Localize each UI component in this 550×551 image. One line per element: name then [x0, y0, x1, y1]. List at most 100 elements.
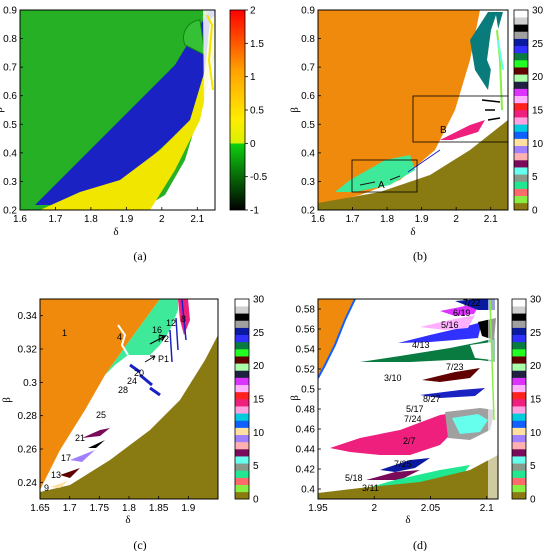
colorbar-swatch: [512, 377, 526, 386]
colorbar-swatch: [512, 406, 526, 414]
colorbar-swatch: [514, 181, 528, 189]
panel-b: A B 1.6 1.7 1.8 1.9 2 2.1 0.2 0.3 0.4 0.5 0.6 0.7 0.…: [289, 6, 544, 264]
annotation-12: 12: [166, 318, 176, 328]
xtick-label: 2.1: [484, 214, 498, 225]
ytick-label: 0.44: [296, 445, 316, 456]
cbtick-label: 20: [253, 361, 265, 372]
colorbar-swatch: [514, 202, 528, 211]
colorbar-swatch: [235, 456, 249, 464]
orange-region: [40, 299, 160, 490]
annotation-5-17: 5/17: [406, 404, 424, 414]
panel-d: 7/22 6/19 5/16 4/13 7/23 3/10 8/27 5/17 …: [289, 295, 542, 551]
colorbar-swatch: [235, 349, 249, 357]
cbtick-label: 15: [532, 106, 544, 117]
panel-b-caption: (b): [413, 249, 427, 263]
colorbar-swatch: [514, 31, 528, 39]
colorbar-frame: [513, 9, 529, 211]
colorbar-swatch: [514, 24, 528, 32]
annotation-17: 17: [61, 453, 71, 463]
ytick-label: 0.56: [296, 325, 316, 336]
panel-a-ticks: 1.6 1.7 1.8 1.9 2 2.1 0.2 0.3 0.4 0.5 0.6 0.7 0.8 0.9: [3, 6, 205, 226]
annotation-7-22: 7/22: [463, 298, 481, 308]
colorbar-swatch: [512, 413, 526, 421]
ytick-label: 0.28: [18, 411, 38, 422]
colorbar-swatch: [235, 449, 249, 457]
ytick-label: 0.2: [3, 206, 17, 217]
ytick-label: 0.34: [18, 311, 38, 322]
colorbar-swatch: [235, 434, 249, 443]
ytick-label: 0.5: [3, 120, 17, 131]
cbtick-label: -1: [250, 206, 259, 217]
colorbar-swatch: [235, 484, 249, 493]
cbtick-label: 10: [532, 139, 544, 150]
ytick-label: 0.3: [301, 177, 315, 188]
ytick-label: 0.54: [296, 345, 316, 356]
xtick-label: 2.05: [421, 503, 441, 514]
panel-d-ticks: 1.95 2 2.05 2.1 0.4 0.42 0.44 0.46 0.48 0.5 0.52 0.…: [296, 305, 495, 515]
colorbar-swatch: [512, 384, 526, 393]
ytick-label: 0.7: [301, 63, 315, 74]
colorbar-swatch: [512, 484, 526, 493]
cbtick-label: 20: [530, 361, 542, 372]
xtick-label: 1.9: [415, 214, 429, 225]
colorbar-swatch: [514, 60, 528, 68]
colorbar-swatch: [514, 160, 528, 168]
olive-region: [318, 120, 508, 210]
annotation-13: 13: [51, 470, 61, 480]
colorbar-swatch: [235, 320, 249, 328]
colorbar-swatch: [235, 427, 249, 436]
panel-a-ylabel: β: [0, 107, 5, 113]
colorbar-swatch: [235, 477, 249, 486]
colorbar-swatch: [512, 341, 526, 350]
xtick-label: 1.65: [30, 503, 50, 514]
colorbar-swatch: [514, 195, 528, 204]
panel-c-xlabel: δ: [125, 514, 130, 526]
ytick-label: 0.4: [301, 485, 315, 496]
cbtick-label: 30: [253, 295, 265, 306]
ytick-label: 0.48: [296, 405, 316, 416]
green-3-10: [360, 338, 495, 362]
zoom-box-b: [412, 95, 508, 143]
colorbar-swatch: [514, 131, 528, 139]
cbtick-label: 25: [253, 328, 265, 339]
cbtick-label: 30: [532, 6, 544, 17]
panel-d-map: [318, 299, 498, 499]
colorbar-swatch: [514, 117, 528, 125]
colorbar-swatch: [512, 356, 526, 364]
colorbar-c: 0 5 10 15 20 25 30: [234, 295, 265, 506]
pink-region: [440, 120, 485, 140]
colorbar-swatch: [514, 110, 528, 118]
xtick-label: 2.1: [190, 214, 204, 225]
panel-a-frame: [19, 9, 216, 211]
colorbar-swatch: [512, 399, 526, 407]
cbtick-label: 30: [530, 295, 542, 306]
colorbar-swatch: [235, 491, 249, 500]
cbtick-label: -0.5: [250, 172, 268, 183]
cbtick-label: 15: [253, 395, 265, 406]
xtick-label: 1.8: [84, 214, 98, 225]
colorbar-a: [229, 9, 246, 211]
annotation-4-13: 4/13: [412, 340, 430, 350]
colorbar-swatch: [235, 334, 249, 343]
ytick-label: 0.9: [3, 6, 17, 17]
colorbar-frame: [234, 298, 250, 500]
annotation-9: 9: [44, 483, 49, 493]
colorbar-swatch: [514, 45, 528, 54]
xtick-label: 1.7: [63, 503, 77, 514]
ytick-label: 0.46: [296, 425, 316, 436]
olive-region: [318, 455, 498, 499]
ytick-label: 0.7: [3, 63, 17, 74]
colorbar-swatch: [514, 81, 528, 89]
colorbar-swatch: [512, 427, 526, 436]
xtick-label: 2: [453, 214, 459, 225]
colorbar-swatch: [514, 52, 528, 61]
colorbar-swatch: [514, 102, 528, 111]
panel-b-ticks: 1.6 1.7 1.8 1.9 2 2.1 0.2 0.3 0.4 0.5 0.6 0.7 0.8 0.9: [301, 6, 498, 226]
colorbar-swatch: [235, 377, 249, 386]
colorbar-swatch: [512, 391, 526, 400]
colorbar-swatch: [512, 334, 526, 343]
cbtick-label: 5: [530, 461, 536, 472]
xtick-label: 1.7: [346, 214, 360, 225]
cbtick-label: 10: [530, 428, 542, 439]
colorbar-swatch: [235, 391, 249, 400]
